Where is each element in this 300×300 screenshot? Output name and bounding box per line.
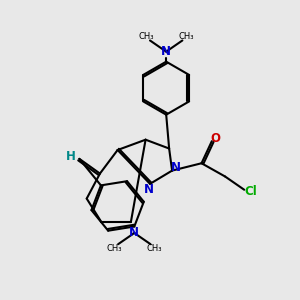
- Text: CH₃: CH₃: [178, 32, 194, 41]
- Text: Cl: Cl: [244, 185, 257, 198]
- Text: CH₃: CH₃: [139, 32, 154, 41]
- Text: CH₃: CH₃: [107, 244, 122, 253]
- Text: CH₃: CH₃: [146, 244, 162, 253]
- Text: O: O: [210, 132, 220, 145]
- Text: N: N: [143, 183, 154, 196]
- Text: N: N: [129, 226, 139, 239]
- Text: N: N: [171, 161, 181, 174]
- Text: N: N: [161, 45, 171, 58]
- Text: H: H: [66, 150, 76, 163]
